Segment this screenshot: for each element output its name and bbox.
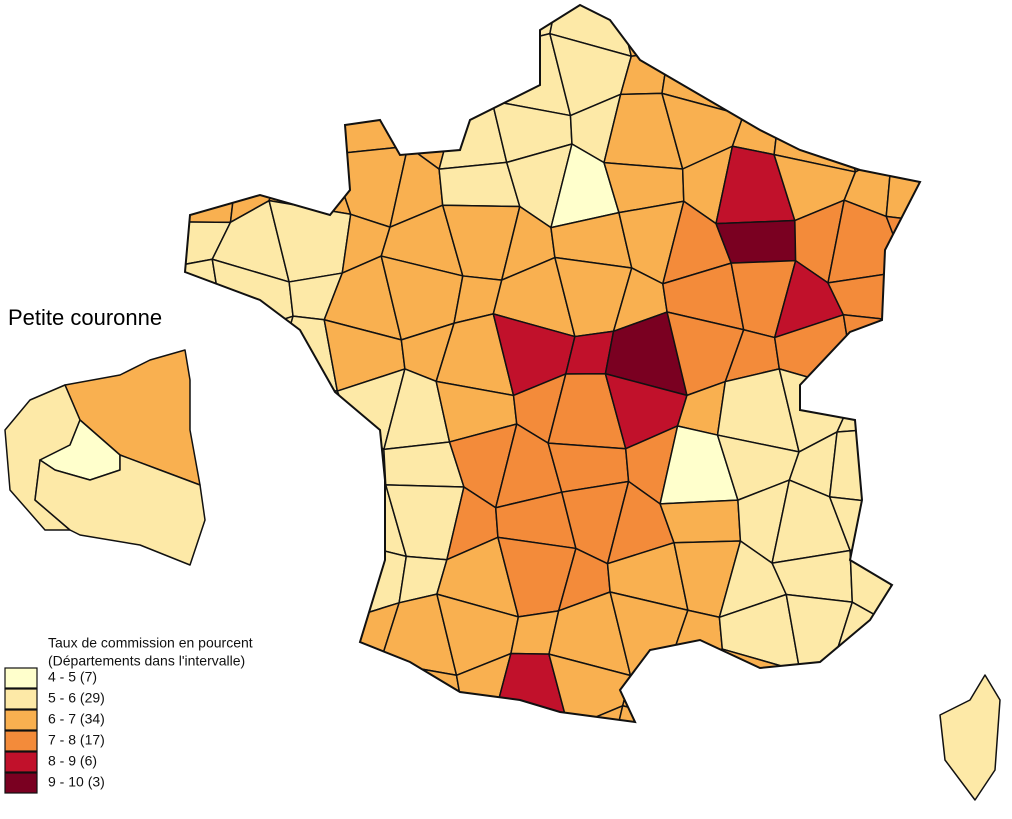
department [267,5,350,60]
department [334,425,387,508]
department [185,5,238,48]
inset [4,349,206,566]
department [438,88,508,170]
department [899,34,920,112]
department [906,255,920,341]
legend-swatch [4,667,38,689]
legend-label: 4 - 5 (7) [48,669,97,685]
department [279,648,351,722]
department [224,315,294,390]
department [286,494,336,554]
department [457,42,510,102]
legend-label: 5 - 6 (29) [48,690,105,706]
department [345,5,398,41]
department [439,703,506,722]
department [327,720,409,722]
department [214,5,283,60]
legend-swatch [4,751,38,773]
department [833,707,913,722]
department [723,31,801,116]
department [890,427,920,507]
legend-label: 6 - 7 (34) [48,711,105,727]
department [231,551,289,601]
department [900,482,920,559]
legend-swatch [4,730,38,752]
legend: Taux de commission en pourcent (Départem… [4,635,253,794]
department [667,5,725,53]
legend-label: 9 - 10 (3) [48,774,105,790]
department [215,668,297,715]
department [279,706,330,722]
department [829,34,913,112]
department [211,479,295,563]
department [185,31,220,116]
department [787,5,852,59]
department [885,320,920,391]
department [893,718,920,722]
department [830,647,913,722]
department [272,425,353,508]
department [281,35,350,110]
legend-label: 7 - 8 (17) [48,732,105,748]
department [438,161,521,208]
department [185,712,239,722]
legend-title: Taux de commission en pourcent [48,635,253,651]
department [885,367,920,452]
department [215,706,297,722]
department [185,103,240,154]
department [277,87,332,173]
department [659,499,742,544]
department [326,35,396,113]
department [772,707,856,722]
inset-title: Petite couronne [8,305,162,330]
legend-label: 8 - 9 (6) [48,753,97,769]
department [214,46,297,105]
legend-title: (Départements dans l'intervalle) [48,653,245,669]
department [733,710,783,722]
department [217,87,297,173]
department [391,703,463,722]
department [836,388,893,433]
corsica [939,674,1001,801]
department [379,5,460,61]
department [715,219,797,264]
department [660,648,744,722]
department [327,648,394,722]
department [883,535,920,621]
department [885,146,920,228]
department [211,433,295,496]
department [883,5,920,43]
department [660,714,744,722]
department [781,668,836,713]
department [436,5,520,61]
department [267,535,346,621]
department [891,109,920,154]
department [567,705,624,722]
legend-swatch [4,709,38,731]
department [883,600,920,665]
department [842,314,909,392]
department [267,599,351,672]
department [828,427,912,507]
department [835,87,913,173]
department [379,38,461,113]
department [222,367,275,453]
department [185,146,240,224]
department [717,5,801,51]
legend-swatch [4,688,38,710]
department [492,724,573,772]
legend-swatch [4,772,38,794]
departments [185,5,920,772]
department [829,5,902,59]
inset-dept [34,454,206,566]
department [779,48,838,103]
